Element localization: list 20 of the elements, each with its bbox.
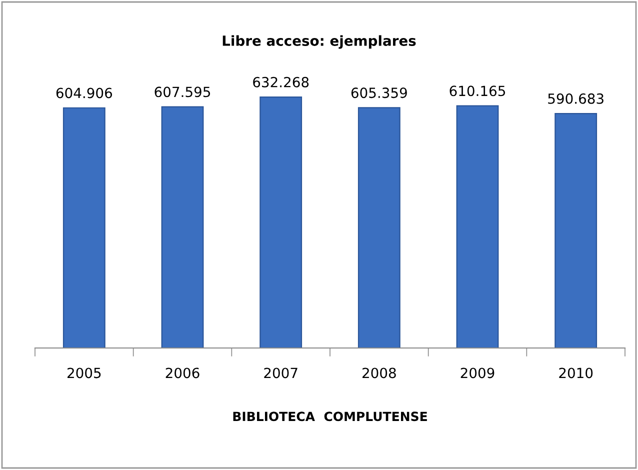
x-tick-label: 2008: [362, 368, 396, 378]
data-label: 632.268: [253, 76, 309, 88]
data-label: 604.906: [56, 88, 112, 98]
x-tick-label: 2007: [264, 368, 298, 378]
x-tick-label: 2005: [68, 368, 101, 378]
data-label: 590.683: [548, 93, 604, 104]
x-tick-label: 2010: [559, 368, 593, 378]
data-label: 605.359: [351, 88, 407, 98]
x-axis-title: BIBLIOTECA COMPLUTENSE: [233, 412, 427, 422]
chart-title: Libre acceso: ejemplares: [222, 35, 416, 49]
data-label: 610.165: [450, 86, 506, 96]
bar: [554, 112, 598, 348]
x-tick-label: 2009: [460, 368, 494, 378]
data-label: 607.595: [154, 86, 210, 98]
x-tick-label: 2006: [166, 368, 200, 378]
bar: [358, 107, 400, 348]
bar: [260, 96, 302, 348]
bar: [456, 105, 499, 348]
bar: [161, 106, 204, 348]
bar: [62, 107, 106, 348]
